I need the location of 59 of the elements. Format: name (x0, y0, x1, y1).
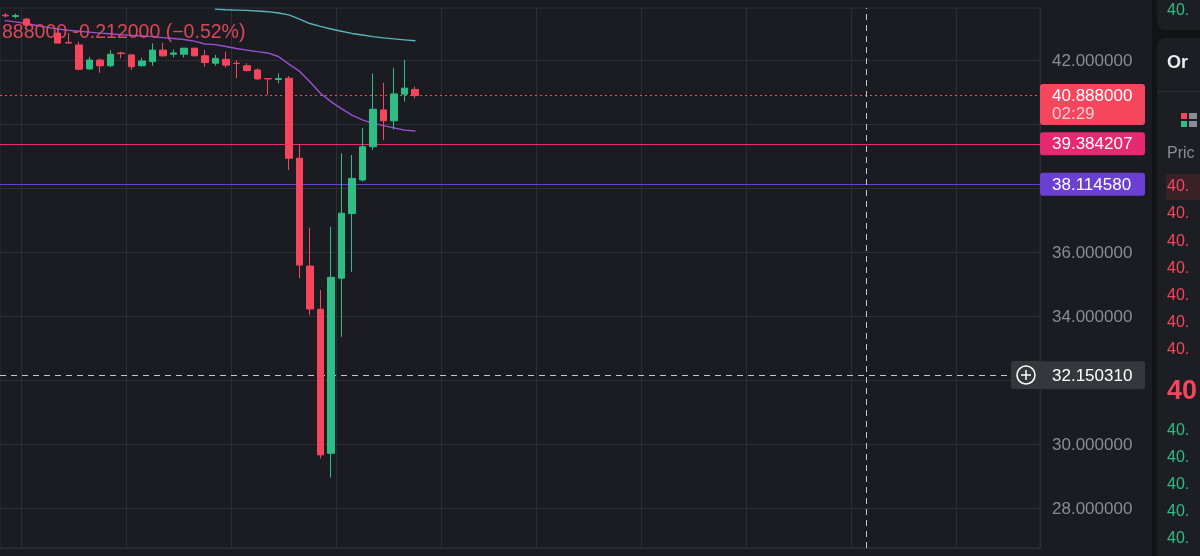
candlestick (359, 127, 366, 183)
candlestick (264, 77, 272, 96)
y-tick-label: 36.000000 (1052, 242, 1133, 262)
candlestick (275, 72, 282, 84)
ref-line-label: 38.114580 (1052, 174, 1132, 194)
y-tick-label: 34.000000 (1052, 306, 1133, 326)
text: Pric (1167, 143, 1195, 163)
candlestick (233, 59, 240, 79)
candlestick (12, 13, 19, 19)
candlestick (159, 42, 167, 58)
y-tick-label: 28.000000 (1052, 498, 1133, 518)
text: 40. (1167, 528, 1190, 548)
candlestick (296, 143, 303, 279)
candlestick (401, 59, 408, 103)
candlestick (117, 51, 125, 59)
candlestick (75, 41, 83, 71)
y-tick-label: 42.000000 (1052, 50, 1133, 70)
candlestick (222, 51, 230, 69)
candlestick (243, 62, 251, 73)
candlestick (128, 53, 135, 71)
text: 40. (1167, 258, 1190, 278)
text: 40 (1167, 373, 1198, 407)
candlestick (327, 226, 335, 479)
candlestick (149, 42, 156, 67)
candlestick (212, 54, 219, 67)
candlestick (96, 57, 104, 74)
text: 40. (1167, 176, 1190, 196)
text: 40. (1167, 474, 1190, 494)
text: 40. (1167, 447, 1190, 467)
text: 40. (1167, 231, 1190, 251)
ref-line-label: 40.888000 02:29 (1052, 86, 1133, 124)
candlestick (306, 227, 314, 316)
text: 40. (1167, 501, 1190, 521)
candlestick (317, 289, 324, 459)
candlestick (138, 57, 146, 67)
candlestick (170, 48, 177, 58)
candlestick (390, 67, 398, 130)
text: 40. (1167, 339, 1190, 359)
candlestick (86, 56, 93, 71)
text: 40. (1167, 420, 1190, 440)
candlestick (201, 49, 209, 68)
candlestick (191, 47, 198, 57)
line-series (4, 19, 416, 132)
y-tick-label: 30.000000 (1052, 434, 1133, 454)
text: 40. (1167, 203, 1190, 223)
candlestick (65, 32, 72, 44)
candlestick (369, 72, 377, 151)
text: Or (1167, 52, 1189, 74)
candlestick (348, 154, 356, 273)
candlestick (107, 49, 114, 68)
ref-line-label: 39.384207 (1052, 134, 1133, 154)
candlestick (254, 67, 261, 81)
candlestick (180, 47, 188, 58)
text: 40. (1167, 312, 1190, 332)
text: 40. (1167, 0, 1190, 20)
text: 40. (1167, 285, 1190, 305)
candlestick (338, 152, 345, 338)
ref-line-label: 32.150310 (1052, 365, 1133, 385)
candlestick (285, 75, 293, 171)
